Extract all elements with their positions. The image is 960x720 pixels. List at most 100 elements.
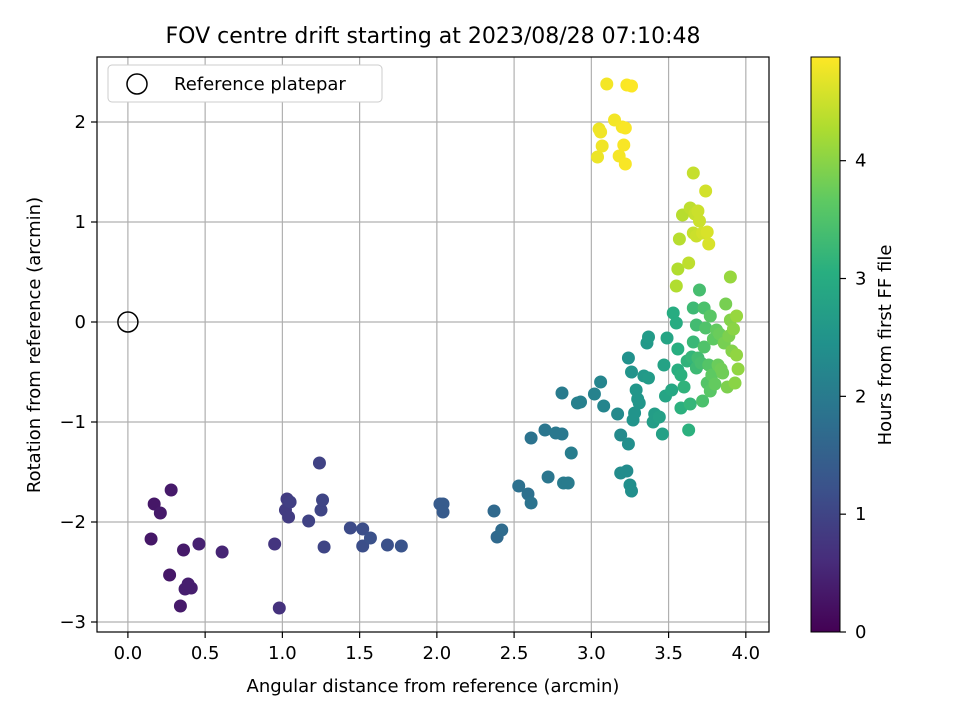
data-point — [660, 331, 674, 345]
plot-frame — [96, 56, 770, 633]
y-tick-label: 1 — [75, 212, 86, 233]
data-point — [363, 531, 377, 545]
grid — [97, 57, 769, 632]
data-point — [671, 262, 685, 276]
reference-point-group — [117, 311, 139, 333]
data-point — [730, 348, 744, 362]
data-point — [268, 537, 282, 551]
legend-box — [107, 64, 383, 103]
x-tick-label: 1.5 — [345, 643, 374, 664]
data-point — [184, 581, 198, 595]
x-tick-label: 0.5 — [191, 643, 220, 664]
data-point — [632, 396, 646, 410]
data-point — [555, 427, 569, 441]
data-point — [669, 316, 683, 330]
legend-marker-open-circle-icon — [126, 73, 148, 95]
data-point — [677, 380, 691, 394]
data-point — [611, 407, 625, 421]
data-point — [642, 371, 656, 385]
y-tick-label: −3 — [59, 612, 86, 633]
data-point — [716, 366, 730, 380]
data-point — [524, 496, 538, 510]
data-point — [691, 204, 705, 218]
data-point — [594, 125, 608, 139]
data-point — [538, 423, 552, 437]
data-point — [682, 256, 696, 270]
data-point — [163, 568, 177, 582]
x-tick-label: 4.0 — [732, 643, 761, 664]
data-point — [164, 483, 178, 497]
colorbar-tick-label: 1 — [855, 504, 866, 525]
data-point — [628, 406, 642, 420]
colorbar-ticks: 0 1 2 3 4 — [840, 151, 866, 643]
data-point — [512, 479, 526, 493]
chart-title: FOV centre drift starting at 2023/08/28 … — [166, 24, 701, 49]
data-point — [436, 505, 450, 519]
data-point — [657, 358, 671, 372]
data-point — [726, 322, 740, 336]
data-point — [495, 523, 509, 537]
data-point — [595, 139, 609, 153]
data-point — [655, 427, 669, 441]
data-point — [669, 279, 683, 293]
data-point — [343, 521, 357, 535]
data-points — [144, 77, 745, 615]
data-point — [621, 437, 635, 451]
data-point — [587, 387, 601, 401]
data-point — [674, 368, 688, 382]
data-point — [696, 394, 710, 408]
data-point — [283, 495, 297, 509]
data-point — [192, 537, 206, 551]
data-point — [620, 464, 634, 478]
x-tick-label: 3.5 — [654, 643, 683, 664]
x-tick-label: 0.0 — [114, 643, 143, 664]
colorbar-gradient — [810, 56, 841, 633]
x-axis-ticks: 0.0 0.5 1.0 1.5 2.0 2.5 3.0 3.5 4.0 — [114, 632, 761, 664]
data-point — [697, 340, 711, 354]
data-point — [487, 504, 501, 518]
data-point — [524, 431, 538, 445]
data-point — [621, 351, 635, 365]
data-point — [671, 342, 685, 356]
data-point — [173, 599, 187, 613]
plot-area: 0.0 0.5 1.0 1.5 2.0 2.5 3.0 3.5 4.0 −3 −2 −1 0 1 2 — [59, 56, 770, 664]
data-point — [625, 79, 639, 93]
data-point — [642, 330, 656, 344]
data-point — [614, 428, 628, 442]
data-point — [302, 514, 316, 528]
y-axis-label: Rotation from reference (arcmin) — [24, 197, 45, 493]
data-point — [666, 306, 680, 320]
data-point — [555, 386, 569, 400]
data-point — [686, 301, 700, 315]
data-point — [153, 506, 167, 520]
data-point — [692, 214, 706, 228]
data-point — [702, 237, 716, 251]
colorbar-tick-label: 0 — [855, 622, 866, 643]
y-axis-ticks: −3 −2 −1 0 1 2 — [59, 112, 97, 633]
data-point — [683, 397, 697, 411]
data-point — [600, 77, 614, 91]
colorbar-tick-label: 2 — [855, 386, 866, 407]
data-point — [625, 365, 639, 379]
y-tick-label: −2 — [59, 512, 86, 533]
legend: Reference platepar — [107, 64, 383, 103]
data-point — [356, 522, 370, 536]
data-point — [272, 601, 286, 615]
data-point — [541, 470, 555, 484]
data-point — [731, 362, 745, 376]
x-axis-label: Angular distance from reference (arcmin) — [247, 676, 620, 697]
data-point — [652, 410, 666, 424]
data-point — [728, 376, 742, 390]
data-point — [215, 545, 229, 559]
data-point — [702, 358, 716, 372]
colorbar-tick-label: 3 — [855, 269, 866, 290]
x-tick-label: 2.5 — [500, 643, 529, 664]
colorbar-tick-label: 4 — [855, 151, 866, 172]
data-point — [700, 225, 714, 239]
data-point — [723, 270, 737, 284]
x-tick-label: 1.0 — [268, 643, 297, 664]
plot-background — [97, 57, 769, 632]
data-point — [708, 377, 722, 391]
data-point — [730, 309, 744, 323]
